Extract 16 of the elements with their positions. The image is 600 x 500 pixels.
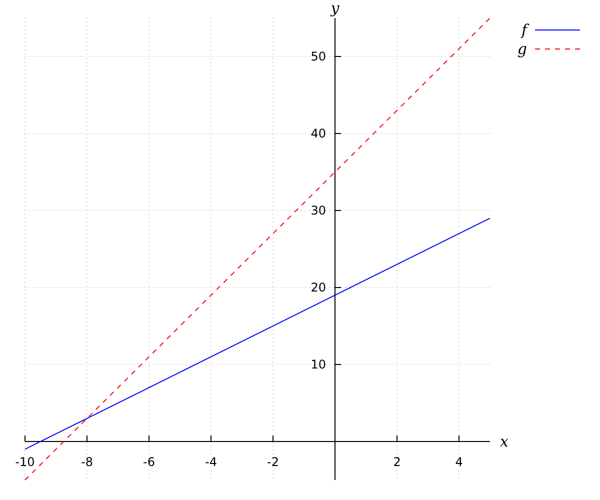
y-tick-label: 10: [310, 357, 326, 372]
legend-label: g: [517, 40, 527, 58]
x-tick-label: -10: [15, 455, 35, 470]
y-tick-label: 30: [310, 203, 326, 218]
x-tick-label: 4: [455, 455, 463, 470]
x-tick-label: -8: [81, 455, 93, 470]
x-tick-label: -4: [205, 455, 217, 470]
legend-label: f: [520, 21, 530, 39]
x-tick-label: 2: [393, 455, 401, 470]
y-tick-label: 50: [310, 49, 326, 64]
x-axis-title: x: [500, 432, 509, 450]
y-axis-title: y: [330, 0, 340, 17]
y-tick-label: 20: [310, 280, 326, 294]
x-tick-label: -6: [143, 455, 155, 470]
x-tick-label: -2: [267, 455, 279, 470]
y-tick-label: 40: [310, 126, 326, 140]
